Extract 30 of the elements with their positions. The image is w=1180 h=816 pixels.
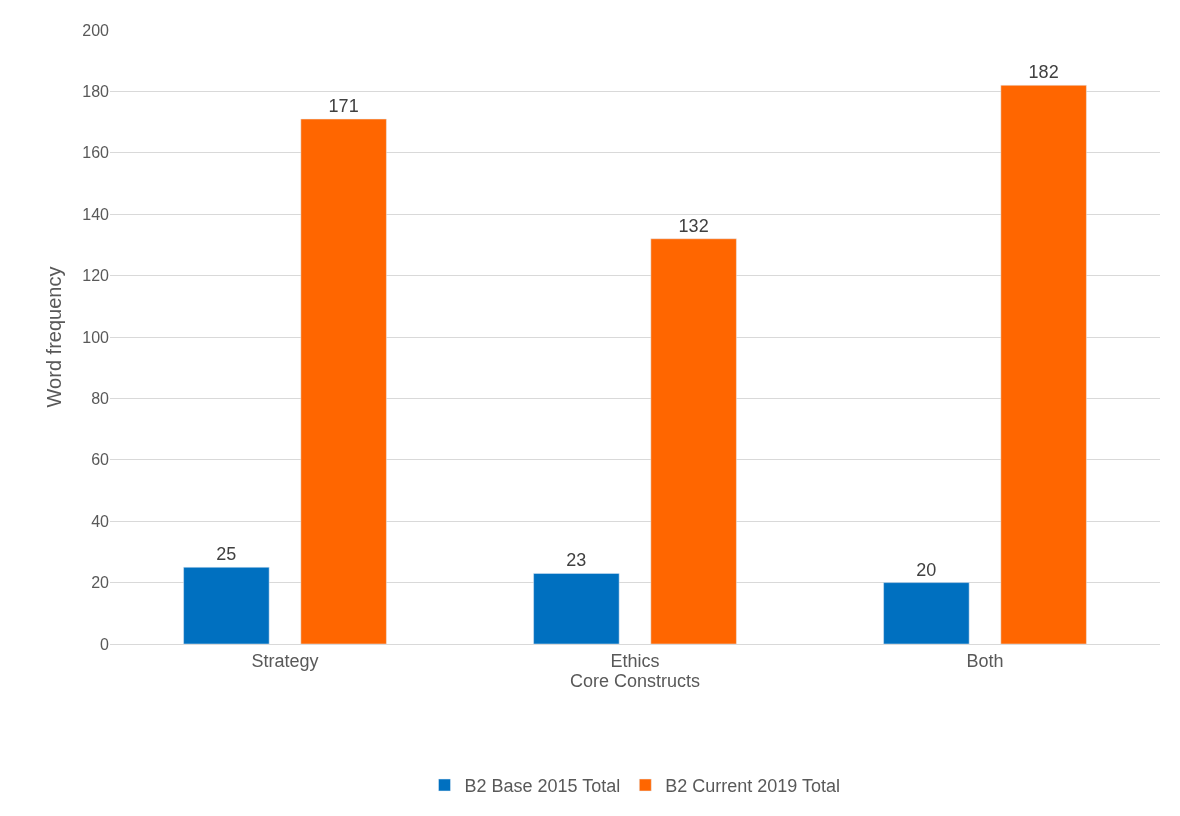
- x-tick-label: Ethics: [610, 650, 660, 671]
- data-label: 20: [916, 559, 937, 580]
- bar: [1000, 85, 1087, 644]
- x-tick-label: Both: [966, 650, 1004, 671]
- y-tick-label: 160: [82, 144, 110, 162]
- data-label: 132: [678, 215, 709, 236]
- legend-label: B2 Current 2019 Total: [665, 776, 841, 797]
- bar: [883, 582, 970, 644]
- y-tick-label: 140: [82, 205, 110, 223]
- data-label: 171: [328, 96, 359, 117]
- y-tick-label: 40: [91, 512, 110, 530]
- y-tick-label: 120: [82, 267, 110, 285]
- legend-label: B2 Base 2015 Total: [464, 776, 621, 797]
- data-label: 23: [566, 550, 587, 571]
- x-tick-label: Strategy: [251, 650, 319, 671]
- y-tick-label: 20: [91, 574, 110, 592]
- y-tick-label: 100: [82, 328, 110, 346]
- data-label: 182: [1028, 62, 1059, 83]
- bar: [650, 238, 737, 644]
- bar: [300, 118, 387, 644]
- y-tick-label: 80: [91, 390, 110, 407]
- y-tick-label: 200: [82, 21, 110, 39]
- data-label: 25: [216, 544, 237, 565]
- y-tick-label: 180: [82, 83, 110, 100]
- y-tick-label: 0: [100, 635, 110, 653]
- x-axis-title: Core Constructs: [569, 670, 701, 691]
- y-tick-label: 60: [91, 451, 110, 469]
- bar: [533, 573, 620, 644]
- y-axis-title: Word frequency: [42, 266, 65, 408]
- bar: [183, 567, 270, 644]
